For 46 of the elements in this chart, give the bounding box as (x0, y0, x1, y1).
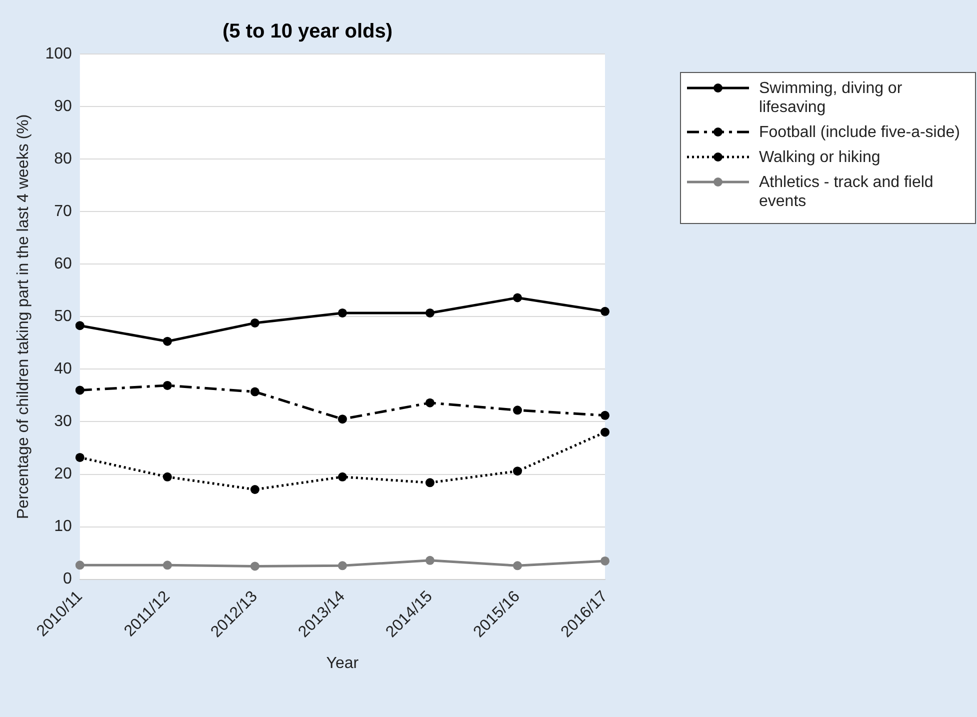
y-tick-label: 0 (62, 570, 72, 588)
point (512, 293, 522, 302)
chart-title: (5 to 10 year olds) (222, 20, 393, 43)
point (600, 556, 610, 566)
y-axis-title: Percentage of children taking part in the last 4 weeks (%) (15, 114, 32, 519)
x-axis-title: Year (326, 654, 360, 672)
y-tick-label: 60 (54, 256, 72, 273)
point (162, 472, 172, 482)
point (338, 308, 347, 318)
y-tick-label: 40 (54, 360, 72, 378)
legend-label: Walking or hiking (758, 148, 880, 167)
point (425, 556, 434, 565)
point (600, 428, 610, 437)
point (250, 387, 260, 396)
legend-label: Athletics - track and field events (758, 173, 934, 211)
point (162, 380, 172, 390)
point (512, 466, 522, 476)
y-tick-label: 10 (54, 518, 72, 536)
point (75, 452, 84, 462)
legend-label: Football (include five-a-side) (758, 123, 960, 142)
point (338, 561, 347, 570)
y-tick-label: 70 (54, 203, 72, 220)
point (338, 472, 347, 482)
point (162, 560, 172, 570)
point (425, 308, 434, 318)
point (250, 318, 260, 328)
point (338, 414, 347, 424)
y-tick-label: 80 (54, 150, 72, 168)
point (250, 562, 260, 571)
y-tick-label: 90 (54, 98, 72, 115)
legend-label: Swimming, diving or lifesaving (758, 79, 904, 117)
point (75, 321, 84, 330)
y-tick-label: 50 (54, 308, 72, 326)
point (75, 386, 84, 395)
y-tick-label: 20 (54, 466, 72, 483)
point (250, 484, 260, 494)
point (512, 406, 522, 415)
point (162, 336, 172, 346)
y-tick-label: 30 (54, 413, 72, 430)
point (425, 478, 434, 488)
point (75, 560, 84, 570)
point (600, 306, 610, 316)
point (512, 561, 522, 570)
point (600, 410, 610, 420)
y-tick-label: 100 (45, 45, 72, 62)
point (425, 398, 434, 408)
